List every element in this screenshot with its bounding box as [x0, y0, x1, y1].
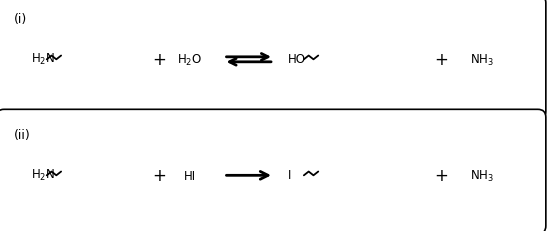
Text: +: +	[153, 51, 166, 69]
FancyBboxPatch shape	[0, 110, 546, 231]
Text: +: +	[435, 167, 448, 185]
Text: (i): (i)	[14, 13, 27, 26]
Text: +: +	[153, 167, 166, 185]
Text: HI: HI	[184, 169, 196, 182]
Text: (ii): (ii)	[14, 128, 31, 141]
Text: H$_2$N: H$_2$N	[31, 167, 55, 182]
Text: I: I	[288, 168, 291, 181]
Text: HO: HO	[288, 53, 306, 66]
Text: H$_2$N: H$_2$N	[31, 52, 55, 67]
FancyBboxPatch shape	[0, 0, 546, 120]
Text: NH$_3$: NH$_3$	[470, 52, 494, 68]
Text: +: +	[435, 51, 448, 69]
Text: H$_2$O: H$_2$O	[177, 52, 203, 68]
Text: NH$_3$: NH$_3$	[470, 168, 494, 183]
